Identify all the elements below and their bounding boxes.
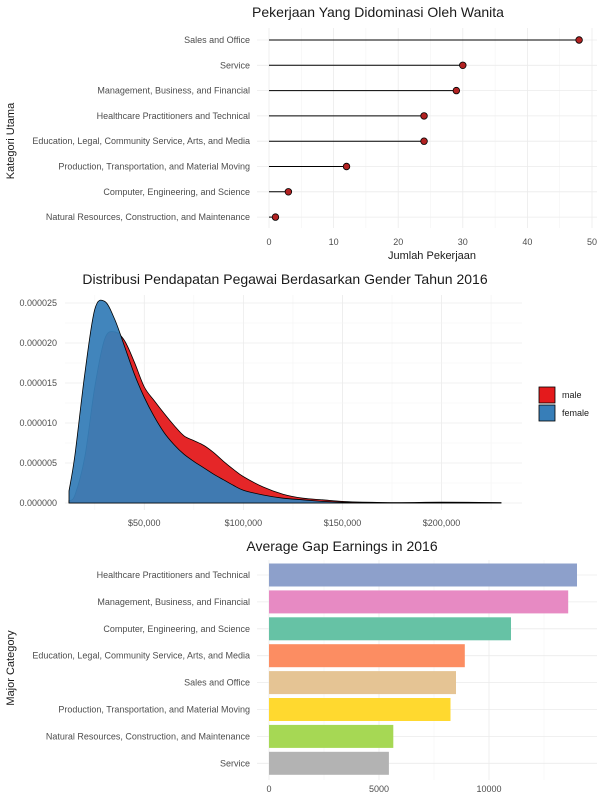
lollipop-y-tick-labels: Sales and Office Service Management, Busin…: [32, 35, 250, 222]
bar-category-label: Natural Resources, Construction, and Mai…: [46, 731, 250, 741]
lollipop-category-label: Management, Business, and Financial: [97, 86, 250, 96]
lollipop-title: Pekerjaan Yang Didominasi Oleh Wanita: [252, 4, 504, 20]
lollipop-category-label: Sales and Office: [184, 35, 250, 45]
density-x-tick-label: $200,000: [423, 518, 461, 528]
bar-y-tick-labels: Healthcare Practitioners and Technical Ma…: [32, 570, 250, 768]
legend-label-male: male: [562, 390, 582, 400]
bar: [269, 590, 569, 614]
bar: [269, 644, 465, 668]
legend-key-male: [538, 386, 556, 404]
bar: [269, 617, 511, 641]
bar-x-tick-labels: 0 5000 10000: [266, 784, 501, 794]
bar-category-label: Service: [220, 758, 250, 768]
lollipop-x-tick-label: 0: [266, 237, 271, 247]
lollipop-x-tick-label: 40: [522, 237, 532, 247]
bar: [269, 563, 577, 587]
lollipop-x-tick-label: 50: [587, 237, 597, 247]
lollipop-point: [271, 213, 280, 221]
lollipop-point: [342, 162, 351, 171]
lollipop-category-label: Healthcare Practitioners and Technical: [97, 111, 250, 121]
bar-category-label: Management, Business, and Financial: [97, 597, 250, 607]
lollipop-point: [575, 36, 583, 44]
lollipop-x-tick-label: 10: [329, 237, 339, 247]
bar-category-label: Education, Legal, Community Service, Art…: [32, 651, 250, 661]
density-y-tick-label: 0.000025: [19, 298, 57, 308]
legend-label-female: female: [562, 408, 589, 418]
density-y-tick-label: 0.000005: [19, 458, 57, 468]
lollipop-point: [284, 188, 293, 196]
lollipop-category-label: Service: [220, 60, 250, 70]
lollipop-category-label: Computer, Engineering, and Science: [103, 187, 250, 197]
lollipop-category-label: Education, Legal, Community Service, Art…: [32, 136, 250, 146]
lollipop-category-label: Production, Transportation, and Material…: [58, 162, 250, 172]
density-x-tick-label: $150,000: [324, 518, 362, 528]
density-areas: [68, 299, 502, 504]
bar-x-tick-label: 10000: [476, 784, 501, 794]
bar-y-axis-label: Major Category: [5, 630, 17, 706]
lollipop-x-tick-labels: 0 10 20 30 40 50: [266, 237, 597, 247]
lollipop-x-tick-label: 20: [393, 237, 403, 247]
density-x-tick-labels: $50,000 $100,000 $150,000 $200,000: [128, 518, 460, 528]
bar-category-label: Computer, Engineering, and Science: [103, 624, 250, 634]
legend-key-female: [538, 404, 556, 422]
density-title: Distribusi Pendapatan Pegawai Berdasarka…: [82, 271, 487, 287]
density-y-tick-label: 0.000015: [19, 378, 57, 388]
bar-category-label: Production, Transportation, and Material…: [58, 705, 250, 715]
density-y-tick-labels: 0.000000 0.000005 0.000010 0.000015 0.000020…: [19, 298, 57, 508]
lollipop-point: [420, 112, 428, 120]
lollipop-chart: Sales and Office Service Management, Busin…: [5, 4, 597, 262]
lollipop-y-axis-label: Kategori Utama: [5, 102, 17, 179]
bar-x-tick-label: 5000: [369, 784, 389, 794]
bar-category-label: Sales and Office: [184, 678, 250, 688]
lollipop-x-axis-label: Jumlah Pekerjaan: [388, 250, 476, 262]
lollipop-x-tick-label: 30: [458, 237, 468, 247]
bar-x-tick-label: 0: [266, 784, 271, 794]
density-y-tick-label: 0.000020: [19, 338, 57, 348]
bar-chart: Healthcare Practitioners and Technical Ma…: [5, 538, 597, 794]
lollipop-category-label: Natural Resources, Construction, and Mai…: [46, 212, 250, 222]
density-x-tick-label: $50,000: [128, 518, 161, 528]
density-x-tick-label: $100,000: [225, 518, 263, 528]
bar: [269, 751, 389, 775]
density-y-tick-label: 0.000010: [19, 418, 57, 428]
bar-marks: [269, 563, 577, 775]
lollipop-marks: [269, 36, 583, 221]
density-area-female: [68, 299, 502, 504]
lollipop-point: [452, 86, 461, 95]
bar: [269, 698, 451, 721]
bar-category-label: Healthcare Practitioners and Technical: [97, 570, 250, 580]
density-y-tick-label: 0.000000: [19, 498, 57, 508]
bar: [269, 671, 456, 695]
lollipop-point: [459, 61, 467, 70]
density-legend: male female: [538, 386, 589, 422]
bar: [269, 724, 394, 748]
lollipop-gridlines: [257, 28, 597, 228]
bar-title: Average Gap Earnings in 2016: [246, 538, 437, 554]
lollipop-point: [420, 137, 428, 145]
density-chart: 0.000000 0.000005 0.000010 0.000015 0.000020…: [19, 271, 589, 528]
